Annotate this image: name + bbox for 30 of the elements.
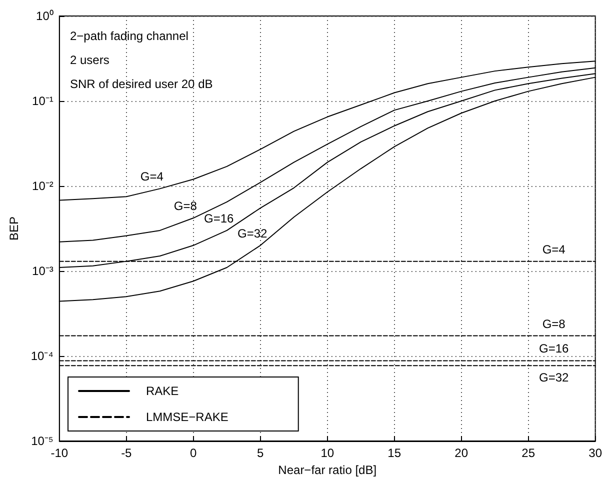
x-tick-label: -10 xyxy=(50,446,68,460)
x-tick-label: 30 xyxy=(588,446,602,460)
annotation: G=32 xyxy=(238,226,268,240)
legend-label: RAKE xyxy=(146,384,179,398)
x-axis-title: Near−far ratio [dB] xyxy=(278,462,377,477)
annotation: G=32 xyxy=(538,370,569,385)
y-tick-label: 10⁻¹ xyxy=(32,94,54,108)
annotation: G=4 xyxy=(542,242,566,256)
annotation: G=16 xyxy=(204,211,234,226)
annotation: 2 users xyxy=(70,53,110,67)
annotation: G=4 xyxy=(140,170,164,184)
y-tick-label: 10⁻⁴ xyxy=(30,349,54,363)
x-tick-label: 15 xyxy=(388,446,402,460)
y-tick-label: 10⁰ xyxy=(36,9,54,23)
x-tick-label: 25 xyxy=(522,446,536,460)
annotation: G=8 xyxy=(174,199,198,214)
x-tick-label: 20 xyxy=(454,446,468,460)
y-tick-label: 10⁻⁵ xyxy=(31,434,54,448)
y-tick-label: 10⁻³ xyxy=(32,264,54,278)
annotation: G=16 xyxy=(538,342,569,356)
annotation: 2−path fading channel xyxy=(70,29,188,43)
x-tick-label: 0 xyxy=(190,446,198,460)
x-tick-label: -5 xyxy=(121,446,132,460)
y-tick-label: 10⁻² xyxy=(32,179,54,193)
legend-label: LMMSE−RAKE xyxy=(146,410,228,424)
y-axis-title: BEP xyxy=(7,216,21,241)
annotation: G=8 xyxy=(542,316,566,331)
x-tick-label: 10 xyxy=(320,446,334,460)
annotation: SNR of desired user 20 dB xyxy=(70,77,213,91)
x-tick-label: 5 xyxy=(257,446,264,460)
